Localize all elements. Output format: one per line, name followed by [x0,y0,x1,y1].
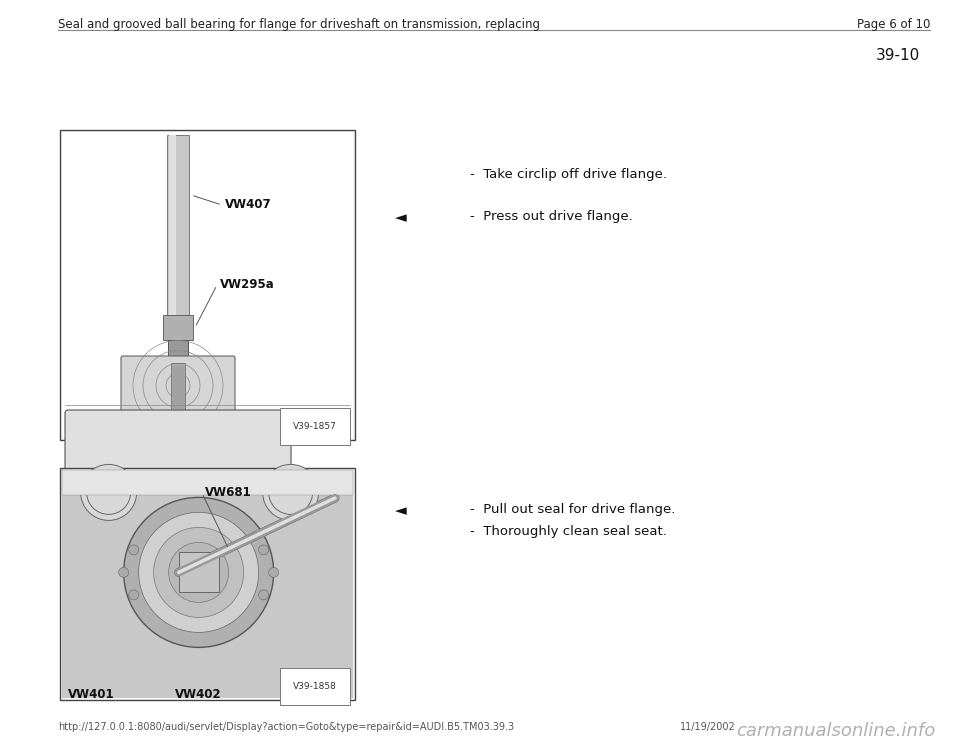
Text: -  Press out drive flange.: - Press out drive flange. [470,210,633,223]
Circle shape [180,554,217,591]
Circle shape [124,497,274,648]
Circle shape [81,464,136,520]
Text: -  Pull out seal for drive flange.: - Pull out seal for drive flange. [470,503,676,516]
Bar [179,552,219,592]
Text: V39-1858: V39-1858 [293,682,337,691]
Text: V39-1857: V39-1857 [293,422,337,431]
Bar [169,135,176,315]
Circle shape [189,562,208,582]
Text: VW401: VW401 [68,688,114,701]
Text: VW402: VW402 [175,688,222,701]
Circle shape [156,606,166,617]
Circle shape [86,470,131,514]
Bar [163,315,193,340]
Circle shape [154,528,244,617]
Bar [60,130,355,440]
Bar [167,135,189,315]
Bar [62,470,353,495]
Circle shape [169,542,228,603]
Bar [171,363,185,413]
Bar [60,468,355,700]
Bar [62,132,353,438]
Text: 39-10: 39-10 [876,48,920,63]
Circle shape [129,545,138,555]
Text: VW407: VW407 [225,199,272,211]
Bar [258,468,278,483]
Circle shape [231,606,241,617]
Text: ◄: ◄ [395,503,407,518]
Text: carmanualsonline.info: carmanualsonline.info [735,722,935,740]
Text: Page 6 of 10: Page 6 of 10 [856,18,930,31]
Bar [62,470,353,698]
Circle shape [269,470,313,514]
Circle shape [156,528,166,539]
Bar [62,470,353,698]
Circle shape [119,568,129,577]
Text: http://127.0.0.1:8080/audi/servlet/Display?action=Goto&type=repair&id=AUDI.B5.TM: http://127.0.0.1:8080/audi/servlet/Displ… [58,722,515,732]
Text: -  Take circlip off drive flange.: - Take circlip off drive flange. [470,168,667,181]
Text: -  Thoroughly clean seal seat.: - Thoroughly clean seal seat. [470,525,667,538]
Circle shape [194,612,204,623]
Text: VW295a: VW295a [220,278,275,292]
FancyBboxPatch shape [65,410,291,471]
Circle shape [258,590,269,600]
Text: Seal and grooved ball bearing for flange for driveshaft on transmission, replaci: Seal and grooved ball bearing for flange… [58,18,540,31]
Circle shape [231,528,241,539]
FancyBboxPatch shape [121,356,235,415]
Text: 11/19/2002: 11/19/2002 [680,722,735,732]
Bar [78,468,98,483]
Circle shape [258,545,269,555]
Circle shape [194,522,204,533]
Circle shape [129,590,138,600]
Circle shape [138,513,258,632]
Circle shape [263,464,319,520]
Text: VW681: VW681 [205,487,252,499]
Circle shape [269,568,278,577]
Text: ◄: ◄ [395,210,407,225]
Bar [168,340,188,358]
